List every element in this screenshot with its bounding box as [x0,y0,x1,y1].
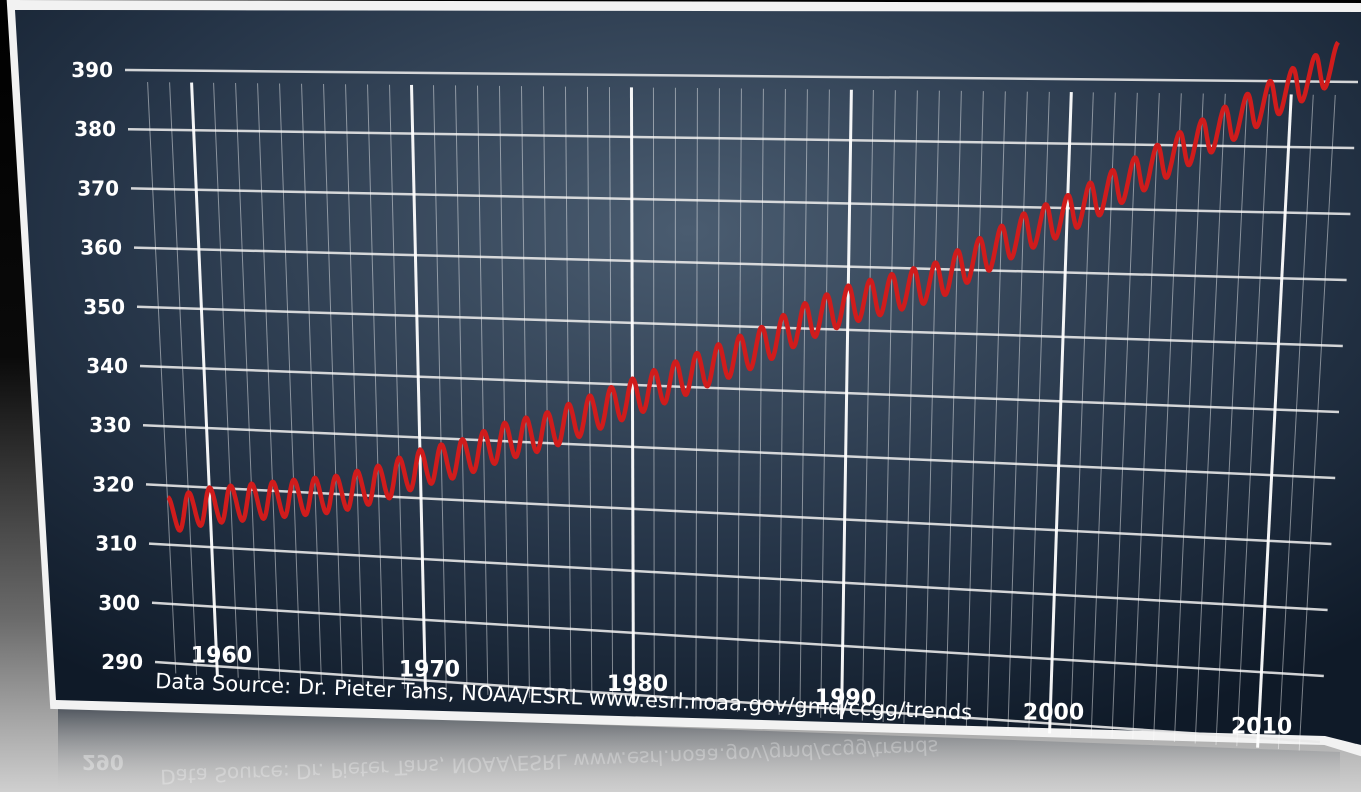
x-tick-label: 1970 [399,658,460,683]
y-gridline [133,246,1347,282]
year-gridline [169,82,198,675]
decade-gridline [190,82,219,677]
year-gridline [1173,93,1204,743]
year-gridline [1215,93,1248,745]
year-gridline [799,89,808,717]
year-gridline [367,84,385,688]
year-gridline [608,87,614,704]
year-gridline [1194,93,1226,744]
year-gridline [1236,94,1270,747]
year-gridline [903,90,918,724]
year-gridline [213,82,239,678]
decade-gridline [840,89,853,720]
x-tick-label: 1960 [191,643,252,668]
x-tick-label: 1990 [815,686,876,711]
year-gridline [520,86,530,698]
year-gridline [257,83,281,681]
chart-panel-frame [6,0,1361,757]
y-tick-label: 320 [92,472,134,496]
year-gridline [1132,93,1160,740]
y-tick-label: 330 [89,413,131,437]
year-gridline [1090,92,1116,737]
y-tick-label: 390 [71,58,113,82]
co2-concentration-line [166,40,1340,533]
y-tick-label: 380 [74,117,116,141]
year-gridline [965,91,984,728]
y-tick-label: 350 [83,295,125,319]
year-gridline [652,87,655,707]
year-gridline [695,88,698,710]
y-tick-label: 340 [86,354,128,378]
y-gridline [148,542,1328,612]
y-gridline [130,187,1351,216]
y-gridline [154,660,1321,744]
decade-gridline [629,87,635,705]
y-tick-label: 290 [101,650,143,674]
y-gridline [124,68,1359,84]
year-gridline [778,88,786,715]
year-gridline [433,85,447,693]
year-gridline [1111,92,1138,738]
year-gridline [716,88,720,711]
year-gridline [757,88,764,714]
y-gridline [136,305,1343,348]
year-gridline [279,83,302,683]
y-tick-label: 360 [80,236,122,260]
decade-gridline [1256,94,1293,748]
year-gridline [542,86,551,700]
year-gridline [345,84,364,687]
y-gridline [151,601,1324,678]
year-gridline [1153,93,1182,741]
x-tick-label: 2010 [1231,715,1292,740]
y-gridline [127,127,1355,150]
y-gridline [139,364,1340,414]
year-gridline [882,90,896,723]
x-tick-label: 2000 [1023,700,1084,725]
year-gridline [476,85,489,695]
year-gridline [1007,91,1028,731]
year-gridline [564,86,572,701]
y-tick-label: 300 [98,591,140,615]
year-gridline [235,83,260,680]
plot-area: 290 300 310 320 330 340 350 360 370 380 390 1960 197… [71,40,1359,751]
year-gridline [945,90,962,727]
year-gridline [389,84,406,690]
year-gridline [323,83,343,685]
y-tick-label: 310 [95,532,137,556]
year-gridline [820,89,830,718]
year-gridline [498,85,510,697]
year-gridline [1277,94,1314,750]
year-gridline [986,91,1006,730]
year-gridline [301,83,322,684]
year-gridline [861,89,874,721]
y-tick-label: 370 [77,176,119,200]
y-gridline [142,423,1336,480]
year-gridline [1028,91,1050,733]
panel-reflection: 290 Data Source: Dr. Pieter Tans, NOAA/E… [58,705,1340,792]
year-gridline [737,88,742,713]
year-gridline [924,90,940,725]
year-gridline [1298,94,1336,751]
year-gridline [455,85,468,694]
x-tick-label: 1980 [607,672,668,697]
decade-gridline [410,84,427,691]
reflected-tick-label: 290 [82,750,124,774]
year-gridline [1069,92,1094,735]
year-gridline [147,82,177,674]
